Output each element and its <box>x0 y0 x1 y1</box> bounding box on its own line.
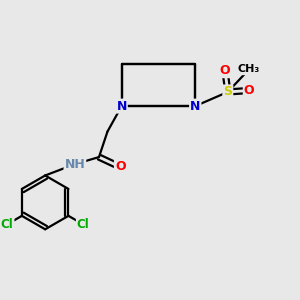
Text: O: O <box>115 160 125 173</box>
Text: N: N <box>190 100 200 112</box>
Text: N: N <box>116 100 127 112</box>
Text: S: S <box>223 85 232 98</box>
Text: O: O <box>220 64 230 77</box>
Text: O: O <box>244 84 254 97</box>
Text: Cl: Cl <box>1 218 13 231</box>
Text: NH: NH <box>64 158 85 171</box>
Text: CH₃: CH₃ <box>238 64 260 74</box>
Text: Cl: Cl <box>77 218 89 231</box>
